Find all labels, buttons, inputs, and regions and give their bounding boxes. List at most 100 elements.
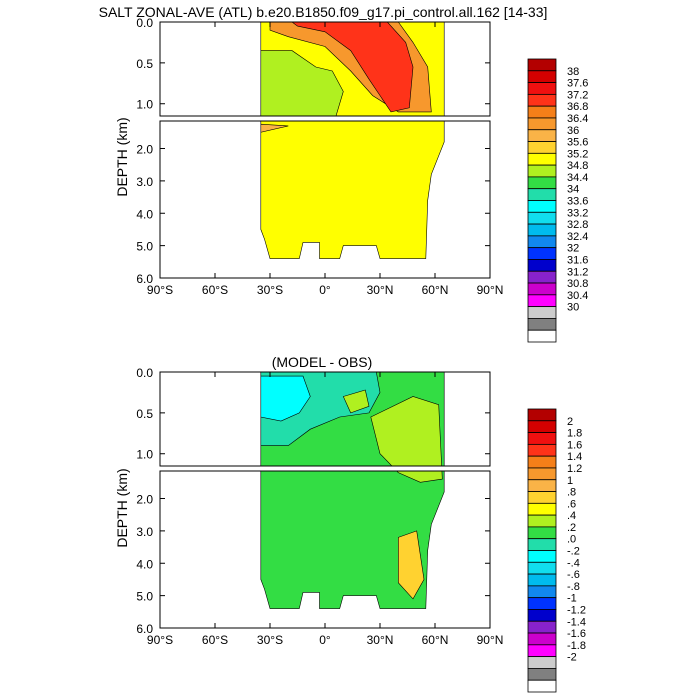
colorbar-box [527,644,557,658]
colorbar-box [527,597,557,610]
y-tick-label: 0.5 [136,57,153,71]
colorbar-label: -1.4 [567,616,586,628]
colorbar-box [527,408,557,422]
colorbar-label: 36 [567,125,579,137]
colorbar: 3837.637.236.836.43635.635.234.834.43433… [527,58,588,343]
colorbar-box [527,443,557,457]
colorbar-box [527,294,557,308]
colorbar-box [527,188,557,201]
colorbar-label: 33.6 [567,196,588,208]
colorbar-label: 32.4 [567,231,588,243]
x-tick-label: 90°S [147,633,173,647]
colorbar-label: 1.4 [567,451,582,463]
colorbar-label: 30.4 [567,290,588,302]
colorbar-box [527,105,557,119]
x-tick-label: 30°N [367,283,394,297]
colorbar-label: -1 [567,593,577,605]
y-tick-label: 3.0 [136,175,153,189]
colorbar-label: -2 [567,652,577,664]
colorbar-box [527,270,557,284]
x-tick-label: 30°N [367,633,394,647]
y-axis-label: DEPTH (km) [114,468,130,547]
colorbar-label: 36.8 [567,101,588,113]
colorbar-label: -1.6 [567,628,586,640]
colorbar-box [527,550,557,563]
colorbar-box [527,129,557,142]
region-deep-north [342,389,370,414]
y-axis-label: DEPTH (km) [114,117,130,196]
colorbar-box [527,176,557,190]
colorbar-box [527,679,557,693]
colorbar-label: 30.8 [567,278,588,290]
colorbar-label: 30 [567,302,579,314]
colorbar-label: 34 [567,184,579,196]
y-tick-label: 1.0 [136,448,153,462]
colorbar-label: 38 [567,66,579,78]
y-tick-label: 0.5 [136,407,153,421]
colorbar-box [527,620,557,634]
y-tick-label: 6.0 [136,272,153,286]
colorbar-label: -1.8 [567,640,586,652]
colorbar-label: 37.2 [567,89,588,101]
colorbar-box [527,235,557,249]
x-tick-label: 60°S [202,283,228,297]
colorbar-box [527,668,557,681]
colorbar-box [527,152,557,166]
colorbar-box [527,491,557,504]
colorbar-label: -.2 [567,546,580,558]
colorbar-box [527,455,557,469]
colorbar-box [527,164,557,178]
colorbar-box [527,479,557,492]
colorbar-box [527,58,557,72]
colorbar-box [527,247,557,260]
x-tick-label: 60°S [202,633,228,647]
chart-title: SALT ZONAL-AVE (ATL) b.e20.B1850.f09_g17… [99,4,548,20]
colorbar-label: 35.6 [567,137,588,149]
colorbar-box [527,502,557,516]
colorbar-label: .2 [567,522,576,534]
y-tick-label: 1.0 [136,98,153,112]
colorbar-label: -.8 [567,581,580,593]
panel-2: (MODEL - OBS)DEPTH (km)0.00.51.02.03.04.… [114,354,586,693]
colorbar-box [527,82,557,95]
x-tick-label: 90°S [147,283,173,297]
colorbar-label: 1.2 [567,463,582,475]
y-tick-label: 0.0 [136,366,153,380]
colorbar-label: 1.8 [567,428,582,440]
colorbar-box [527,259,557,272]
colorbar-label: 34.8 [567,160,588,172]
colorbar-label: 32.8 [567,219,588,231]
region-positive-blob [398,530,425,600]
colorbar-box [527,467,557,481]
colorbar-box [527,561,557,575]
x-tick-label: 90°N [477,283,504,297]
colorbar-box [527,211,557,225]
colorbar-box [527,70,557,83]
colorbar-box [527,318,557,331]
colorbar-box [527,223,557,237]
colorbar-box [527,656,557,669]
colorbar-box [527,420,557,433]
colorbar-box [527,200,557,213]
y-tick-label: 5.0 [136,240,153,254]
colorbar-label: -1.2 [567,604,586,616]
colorbar-label: .0 [567,534,576,546]
colorbar-box [527,585,557,599]
y-tick-label: 2.0 [136,493,153,507]
colorbar-box [527,573,557,587]
colorbar: 21.81.61.41.21.8.6.4.2.0-.2-.4-.6-.8-1-1… [527,408,586,693]
colorbar-box [527,141,557,154]
region-southern-intermediate [260,50,344,116]
colorbar-label: 31.2 [567,266,588,278]
x-tick-label: 30°S [257,633,283,647]
x-tick-label: 90°N [477,633,504,647]
colorbar-box [527,329,557,343]
colorbar-box [527,609,557,622]
y-tick-label: 0.0 [136,16,153,30]
colorbar-label: .8 [567,487,576,499]
x-tick-label: 60°N [422,283,449,297]
region-upper-north [370,396,443,483]
colorbar-label: 36.4 [567,113,588,125]
colorbar-label: -.4 [567,557,580,569]
